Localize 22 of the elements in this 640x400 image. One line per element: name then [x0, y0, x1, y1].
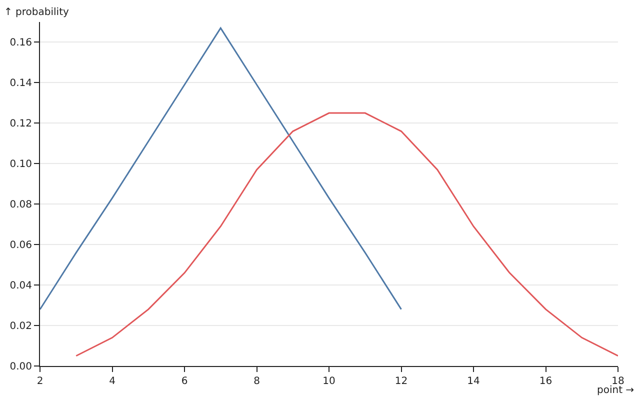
x-tick-label: 16 [539, 376, 552, 387]
y-tick-label: 0.12 [10, 118, 32, 130]
y-tick-label: 0.16 [10, 38, 32, 49]
x-tick-label: 8 [254, 376, 260, 387]
line-series [40, 27, 402, 310]
x-tick-label: 14 [467, 376, 480, 387]
y-tick-label: 0.04 [10, 280, 32, 292]
x-tick-label: 2 [36, 376, 44, 387]
y-tick-label: 0.00 [10, 362, 32, 372]
x-tick-label: 10 [322, 376, 336, 387]
y-tick-label: 0.02 [10, 321, 32, 332]
y-tick-label: 0.10 [10, 159, 32, 170]
y-tick-label: 0.08 [10, 200, 32, 211]
y-axis-title: ↑ probability [4, 7, 69, 18]
x-tick-label: 4 [109, 376, 116, 387]
x-axis-title: point → [597, 385, 634, 396]
line-series [75, 112, 618, 357]
x-tick-label: 6 [181, 376, 188, 387]
y-tick-label: 0.14 [10, 78, 32, 90]
x-tick-label: 18 [612, 376, 624, 387]
y-tick-label: 0.06 [10, 240, 32, 252]
x-tick-label: 12 [394, 376, 408, 387]
